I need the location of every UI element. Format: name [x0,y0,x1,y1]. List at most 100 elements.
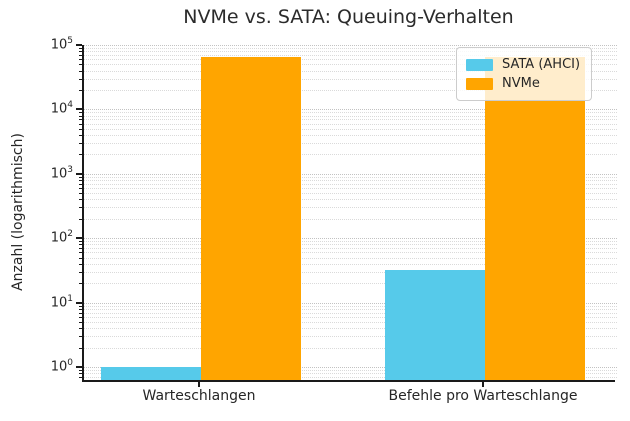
y-tick-minor [79,70,82,72]
gridline-minor [84,154,617,156]
gridline-minor [84,123,617,125]
y-tick-minor [79,321,82,323]
y-tick-minor [79,176,82,178]
legend-swatch-sata [466,58,493,71]
gridline-minor [84,312,617,314]
gridline-minor [84,316,617,318]
y-tick-label: 104 [50,100,73,117]
x-category-label-befehle: Befehle pro Warteschlange [388,388,578,404]
gridline-minor [84,70,617,72]
y-tick-minor [79,305,82,307]
y-tick-major [76,366,82,368]
y-tick-minor [79,128,82,130]
y-tick-label: 103 [50,164,73,182]
x-tick-befehle [482,382,484,387]
gridline-minor [84,176,617,178]
gridline-minor [84,207,617,209]
gridline-major [84,109,617,111]
y-tick-minor [79,183,82,185]
y-tick-minor [79,263,82,265]
y-tick-major [76,301,82,304]
gridline-minor [84,115,617,117]
gridline-minor [84,369,617,371]
y-tick-minor [79,123,82,125]
y-tick-minor [79,271,82,273]
gridline-minor [84,183,617,185]
y-tick-minor [79,135,82,137]
gridline-minor [84,305,617,307]
gridline-minor [84,193,617,195]
gridline-minor [84,135,617,137]
gridline-minor [84,347,617,349]
y-tick-minor [79,59,82,61]
gridline-minor [84,283,617,285]
y-tick-minor [79,154,82,156]
y-tick-minor [79,218,82,220]
gridline-minor [84,373,617,375]
gridline-minor [84,263,617,265]
gridline-minor [84,376,617,378]
gridline-minor [84,271,617,273]
y-tick-minor [79,188,82,190]
y-tick-minor [79,193,82,195]
gridline-minor [84,54,617,56]
gridline-minor [84,47,617,49]
y-tick-minor [79,252,82,254]
y-tick-minor [79,312,82,314]
y-tick-label: 102 [50,229,73,246]
legend: SATA (AHCI) NVMe [456,47,592,101]
gridline-minor [84,143,617,145]
y-tick-minor [79,64,82,66]
gridline-major [84,173,617,175]
gridline-major [84,238,617,240]
y-tick-minor [79,51,82,53]
gridline-minor [84,328,617,330]
x-tick-warteschlangen [198,382,200,387]
gridline-minor [84,112,617,114]
gridline-minor [84,336,617,338]
gridline-minor [84,321,617,323]
y-tick-minor [79,283,82,285]
gridline-minor [84,308,617,310]
bar-nvme-1 [485,56,585,380]
legend-label-sata: SATA (AHCI) [502,57,581,72]
legend-item-nvme: NVMe [466,74,582,93]
y-tick-minor [79,180,82,182]
legend-label-nvme: NVMe [502,76,540,91]
y-tick-major [76,108,82,111]
y-tick-label: 101 [50,293,73,310]
legend-item-sata: SATA (AHCI) [466,55,582,74]
gridline-minor [84,64,617,66]
gridline-major [84,367,617,368]
y-tick-label: 105 [50,36,73,53]
gridline-minor [84,252,617,254]
gridline-minor [84,128,617,130]
y-tick-major [76,44,82,46]
y-tick-minor [79,78,82,80]
y-tick-major [76,237,82,240]
y-tick-minor [79,308,82,310]
chart-title: NVMe vs. SATA: Queuing-Verhalten [183,6,514,28]
gridline-minor [84,119,617,121]
y-tick-minor [79,347,82,349]
y-tick-minor [79,143,82,145]
y-tick-major [76,172,82,175]
y-tick-minor [79,54,82,56]
y-tick-minor [79,112,82,114]
y-tick-minor [79,316,82,318]
gridline-minor [84,188,617,190]
gridline-major [84,302,617,304]
y-tick-minor [79,119,82,121]
y-tick-minor [79,373,82,375]
y-tick-minor [79,248,82,250]
y-tick-minor [79,90,82,91]
bar-nvme-0 [201,56,301,380]
gridline-minor [84,90,617,91]
y-tick-minor [79,207,82,209]
gridline-minor [84,244,617,246]
bar-sata-0 [101,367,201,380]
bar-sata-1 [385,270,485,380]
y-tick-minor [79,115,82,117]
gridline-major [84,45,617,46]
